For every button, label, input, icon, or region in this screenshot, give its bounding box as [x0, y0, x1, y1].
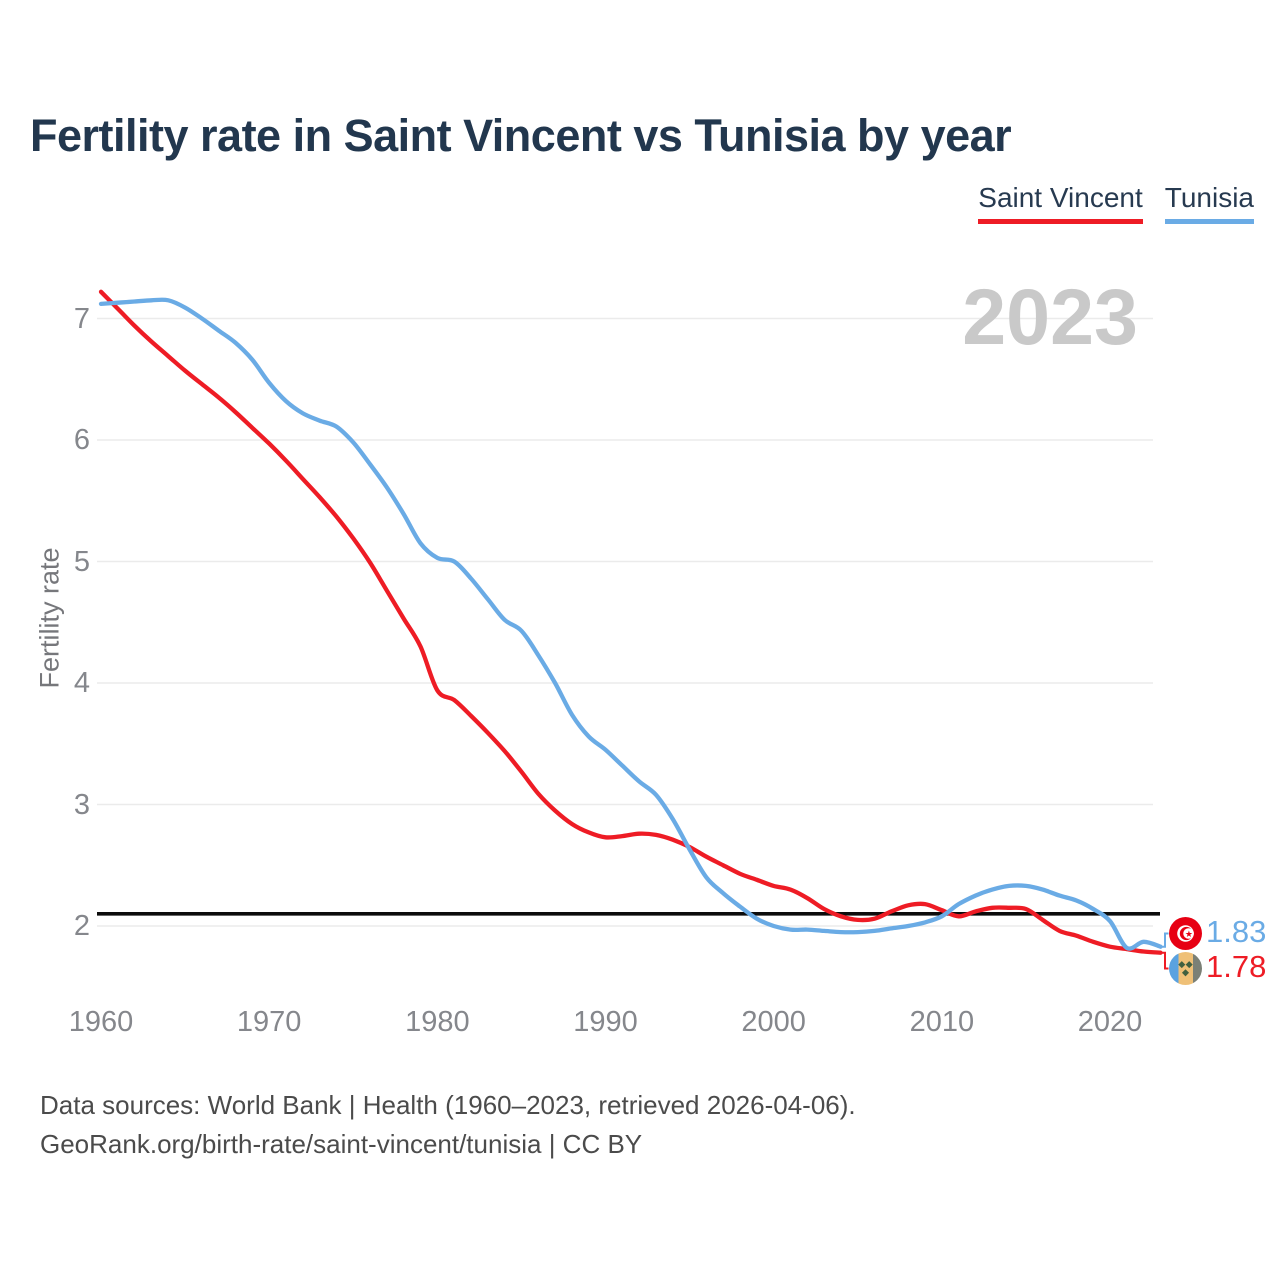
y-tick-label: 4 — [73, 667, 90, 699]
saint-vincent-flag-icon — [1169, 952, 1202, 985]
x-tick-label: 1990 — [573, 1006, 638, 1038]
legend: Saint Vincent Tunisia — [978, 182, 1254, 224]
x-tick-label: 1960 — [68, 1006, 134, 1038]
x-tick-label: 2000 — [741, 1006, 806, 1038]
x-tick-label: 2010 — [909, 1006, 975, 1038]
end-label-connector — [1160, 932, 1169, 948]
x-tick-label: 2020 — [1077, 1006, 1143, 1038]
y-tick-label: 2 — [73, 910, 90, 942]
tunisia-flag-icon: ★ — [1169, 917, 1202, 950]
footer: Data sources: World Bank | Health (1960–… — [40, 1086, 856, 1164]
svg-text:★: ★ — [1185, 930, 1193, 940]
gridlines — [97, 317, 1153, 927]
legend-item-saint-vincent[interactable]: Saint Vincent — [978, 182, 1143, 224]
value-label-tunisia: 1.83 — [1206, 914, 1267, 949]
y-tick-label: 5 — [73, 545, 90, 578]
footer-attribution: GeoRank.org/birth-rate/saint-vincent/tun… — [40, 1129, 643, 1159]
series-line-saint-vincent — [98, 289, 1163, 955]
value-label-saint-vincent: 1.78 — [1206, 949, 1267, 984]
end-label-connector — [1160, 951, 1169, 970]
chart-title: Fertility rate in Saint Vincent vs Tunis… — [30, 110, 1012, 161]
footer-data-sources: Data sources: World Bank | Health (1960–… — [40, 1090, 856, 1120]
x-tick-label: 1970 — [236, 1006, 302, 1038]
y-tick-label: 7 — [73, 302, 90, 335]
legend-item-tunisia[interactable]: Tunisia — [1164, 182, 1254, 224]
series-line-tunisia — [98, 297, 1163, 951]
y-tick-label: 3 — [73, 788, 90, 821]
y-tick-label: 6 — [73, 424, 90, 456]
year-watermark: 2023 — [962, 272, 1138, 361]
x-tick-label: 1980 — [405, 1006, 470, 1038]
